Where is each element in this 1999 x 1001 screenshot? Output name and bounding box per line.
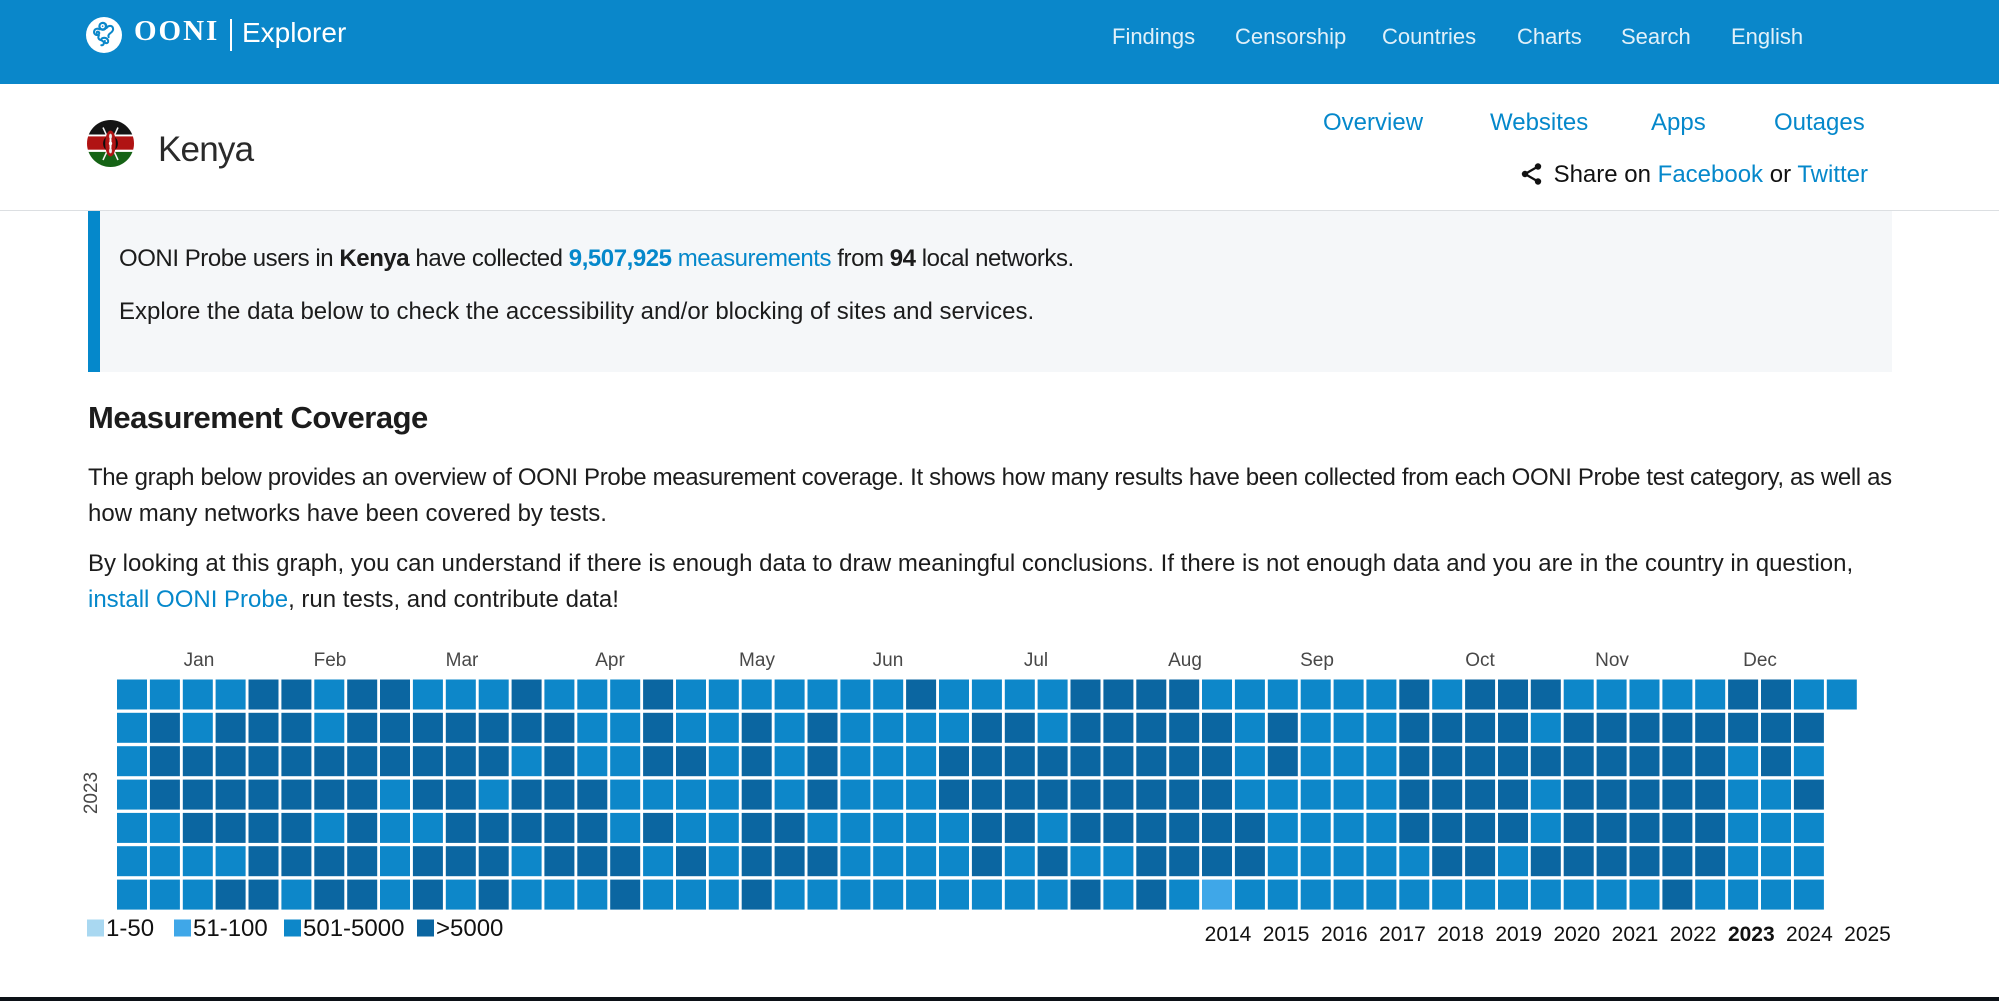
svg-text:51-100: 51-100 (193, 915, 268, 942)
svg-text:2024: 2024 (1786, 923, 1833, 946)
svg-text:2015: 2015 (1263, 923, 1310, 946)
svg-text:2017: 2017 (1379, 923, 1426, 946)
svg-text:2023: 2023 (81, 772, 102, 814)
svg-text:Aug: Aug (1168, 650, 1202, 671)
svg-text:Jul: Jul (1024, 650, 1048, 671)
svg-text:Sep: Sep (1300, 650, 1334, 671)
svg-text:2019: 2019 (1495, 923, 1542, 946)
svg-text:2020: 2020 (1553, 923, 1600, 946)
svg-text:501-5000: 501-5000 (303, 915, 404, 942)
svg-text:Apr: Apr (595, 650, 625, 671)
svg-text:2023: 2023 (1728, 923, 1775, 946)
svg-text:Jan: Jan (184, 650, 215, 671)
svg-text:Oct: Oct (1465, 650, 1495, 671)
svg-text:Nov: Nov (1595, 650, 1629, 671)
svg-text:1-50: 1-50 (106, 915, 154, 942)
svg-text:2021: 2021 (1612, 923, 1659, 946)
svg-text:May: May (739, 650, 775, 671)
svg-text:>5000: >5000 (436, 915, 503, 942)
svg-text:2018: 2018 (1437, 923, 1484, 946)
svg-text:2025: 2025 (1844, 923, 1891, 946)
svg-text:Jun: Jun (873, 650, 904, 671)
svg-text:Feb: Feb (314, 650, 347, 671)
svg-text:2016: 2016 (1321, 923, 1368, 946)
svg-text:Mar: Mar (446, 650, 479, 671)
svg-text:Dec: Dec (1743, 650, 1777, 671)
svg-text:2014: 2014 (1205, 923, 1252, 946)
svg-text:2022: 2022 (1670, 923, 1717, 946)
